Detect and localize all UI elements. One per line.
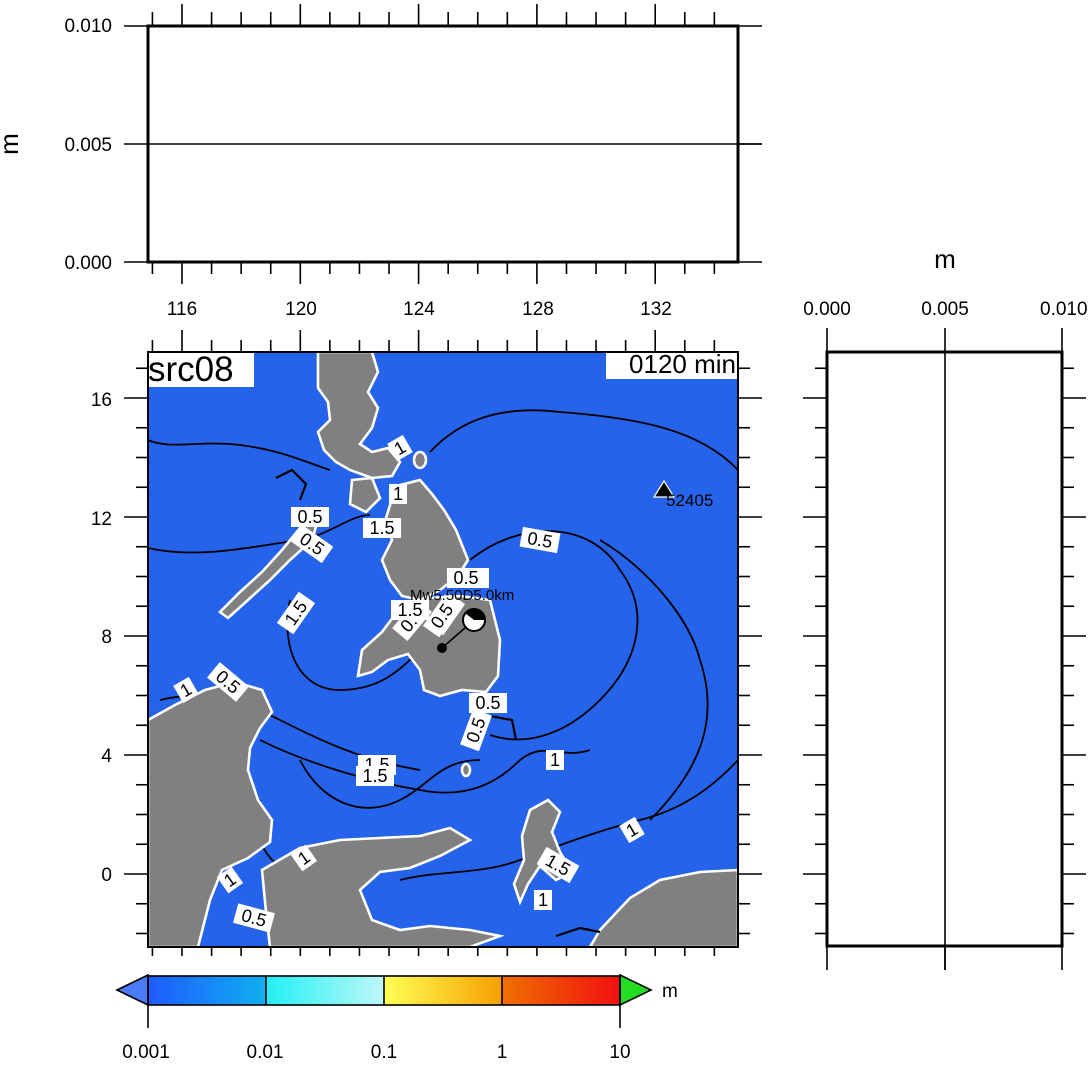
svg-text:1: 1: [550, 750, 560, 770]
contour-label: 0.5: [447, 568, 485, 588]
colorbar-unit: m: [662, 981, 678, 1002]
contour-label: 0.5: [291, 507, 329, 527]
island: [412, 450, 428, 470]
station-marker: 52405: [652, 479, 713, 510]
top-y-tick-label: 0.000: [64, 253, 112, 274]
contour-label: 1: [290, 844, 318, 872]
lon-tick-label: 124: [403, 299, 435, 320]
side-panel-ticks: [803, 328, 1086, 970]
lat-tick-label: 8: [101, 627, 112, 648]
side-panel: m 0.000 0.005 0.010: [803, 244, 1088, 970]
time-box: [606, 350, 740, 379]
side-x-tick-label: 0.005: [921, 299, 969, 320]
luzon: [316, 352, 402, 480]
contour-label: 1: [534, 890, 552, 910]
svg-text:0.5: 0.5: [526, 528, 554, 552]
colorbar-tick-label: 1: [497, 1042, 508, 1063]
lon-tick-label: 116: [167, 299, 197, 320]
land: [148, 352, 738, 947]
triangle-icon: [652, 479, 676, 498]
svg-text:1.5: 1.5: [397, 600, 422, 620]
lat-tick-label: 4: [101, 746, 112, 767]
colorbar-under-triangle: [115, 973, 149, 1007]
coast-detail: [275, 468, 601, 938]
contour-label: 1: [387, 434, 413, 462]
contour-label: 1: [619, 816, 645, 844]
colorbar-tick-label: 0.01: [247, 1042, 284, 1063]
epicenter-dot: [437, 643, 447, 653]
source-label: Mw5.50D5.0km: [410, 587, 514, 604]
colorbar-tick-label: 0.1: [371, 1042, 397, 1063]
contour-label: 1: [216, 866, 244, 894]
colorbar: m 0.001 0.01 0.1 1 10: [115, 973, 678, 1063]
contour-label: 1.5: [391, 600, 429, 620]
mindoro: [348, 476, 382, 514]
lat-tick-label: 0: [101, 865, 112, 886]
svg-text:0.5: 0.5: [297, 507, 322, 527]
lon-tick-label: 132: [640, 299, 672, 320]
time-label: 0120 min: [629, 349, 736, 379]
beachball-quadrant: [465, 608, 486, 620]
colorbar-segment: [266, 976, 384, 1005]
sulawesi: [260, 826, 505, 947]
island: [460, 762, 472, 778]
map-title: src08: [148, 350, 234, 389]
colorbar-tick-label: 0.001: [122, 1042, 170, 1063]
colorbar-segment: [148, 976, 266, 1005]
top-y-tick-label: 0.005: [64, 135, 112, 156]
lat-tick-label: 16: [91, 390, 112, 411]
halmahera: [512, 798, 574, 906]
lon-tick-label: 120: [285, 299, 317, 320]
colorbar-over-triangle: [619, 973, 653, 1007]
colorbar-segment: [384, 976, 502, 1005]
contour-label: 0.5: [469, 693, 507, 713]
svg-text:1: 1: [393, 484, 403, 504]
map-ticks: [124, 330, 762, 956]
svg-text:1.5: 1.5: [369, 518, 394, 538]
colorbar-tick-label: 10: [609, 1042, 630, 1063]
station-label: 52405: [666, 491, 713, 510]
contour-label: 0.5: [519, 526, 561, 554]
side-x-tick-label: 0.010: [1040, 299, 1088, 320]
side-x-unit: m: [934, 244, 956, 274]
lat-tick-label: 12: [91, 509, 112, 530]
visayas: [380, 478, 470, 602]
contour-label: 1.5: [356, 766, 394, 786]
svg-text:0.5: 0.5: [475, 693, 500, 713]
svg-text:1.5: 1.5: [362, 766, 387, 786]
top-y-tick-label: 0.010: [64, 16, 112, 37]
colorbar-ticks: [147, 976, 621, 1028]
map-panel: 110.50.51.51.50.51.50.50.510.510.50.51.5…: [91, 330, 762, 956]
svg-text:0.5: 0.5: [453, 568, 478, 588]
svg-text:1: 1: [538, 890, 548, 910]
map-frame: [147, 351, 739, 948]
contour-label: 1: [546, 750, 564, 770]
side-x-tick-label: 0.000: [803, 299, 851, 320]
earthquake-source: Mw5.50D5.0km: [410, 587, 514, 653]
lon-tick-label: 128: [522, 299, 554, 320]
contour-label: 1.5: [363, 518, 401, 538]
contour-label: 1: [389, 484, 407, 504]
top-panel-ticks: [124, 4, 762, 284]
colorbar-segment: [502, 976, 620, 1005]
top-y-unit: m: [0, 133, 24, 155]
contour-label: 1: [173, 676, 199, 704]
top-panel: 0.010 0.005 0.000 m 116 120 124 128 132: [0, 4, 762, 320]
title-box: [146, 350, 254, 387]
new-guinea: [588, 868, 738, 947]
